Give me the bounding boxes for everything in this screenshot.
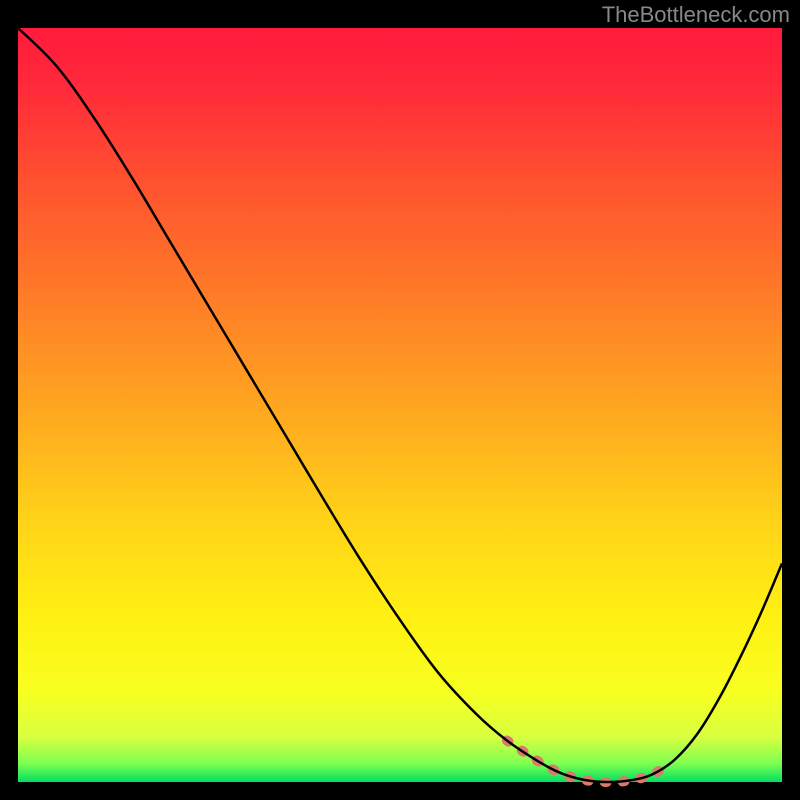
attribution-text: TheBottleneck.com	[602, 2, 790, 28]
plot-background	[18, 28, 782, 782]
bottleneck-curve-chart	[0, 0, 800, 800]
chart-container: TheBottleneck.com	[0, 0, 800, 800]
